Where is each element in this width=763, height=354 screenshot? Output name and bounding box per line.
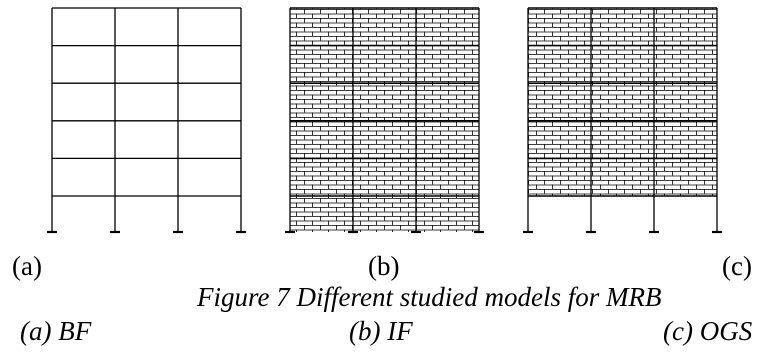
frame-bf [47,7,246,234]
infill-masonry [528,8,717,196]
sub-label-a: (a) BF [20,316,92,346]
sub-label-b: (b) IF [349,316,413,346]
frame-if [285,7,484,234]
panel-label-c: (c) [722,251,752,281]
figure-caption: Figure 7 Different studied models for MR… [197,282,662,312]
panel-label-b: (b) [368,251,400,281]
frame-models-diagram [47,7,722,234]
sub-label-c: (c) OGS [663,316,753,346]
panel-label-a: (a) [12,251,42,281]
frame-ogs [523,7,722,234]
